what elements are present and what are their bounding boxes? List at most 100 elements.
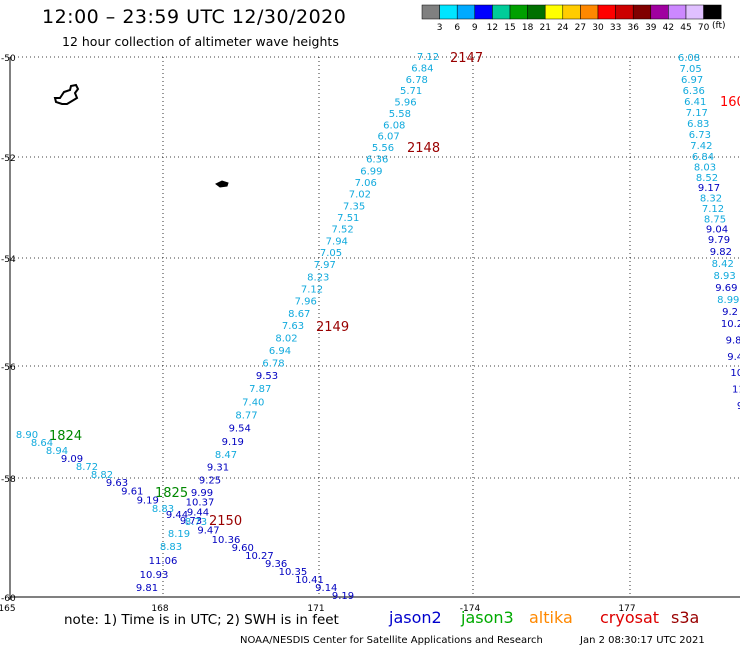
wave-height-track-160: 6.84 — [692, 152, 714, 163]
wave-height-track-2147: 9.53 — [256, 371, 278, 382]
latitude-label: -58 — [1, 475, 16, 485]
time-label-160: 160 — [720, 95, 740, 110]
wave-height-track-2147: 7.35 — [343, 201, 365, 212]
longitude-label: 171 — [307, 604, 324, 614]
wave-height-track-160: 9.4 — [727, 352, 740, 363]
wave-height-track-2147: 6.08 — [383, 120, 405, 131]
wave-height-track-2147: 6.07 — [377, 132, 399, 143]
wave-height-track-1824: 8.94 — [46, 446, 68, 457]
legend-swatch — [456, 4, 476, 20]
satellite-jason3: jason3 — [461, 608, 514, 627]
time-label-2150: 2150 — [209, 514, 242, 529]
wave-height-track-2147: 8.83 — [160, 542, 182, 553]
wave-height-track-2147: 7.63 — [282, 321, 304, 332]
satellite-s3a: s3a — [671, 608, 700, 627]
wave-height-track-2147: 8.67 — [288, 309, 310, 320]
legend-label: 24 — [557, 23, 569, 33]
wave-height-track-2147: 8.19 — [168, 529, 190, 540]
wave-height-track-2147: 7.40 — [242, 397, 264, 408]
wave-height-track-1824: 9.19 — [332, 591, 354, 602]
wave-height-track-160: 8.75 — [704, 214, 726, 225]
wave-height-track-160: 10.2 — [721, 319, 740, 330]
wave-height-track-1824: 8.82 — [91, 470, 113, 481]
wave-height-track-2147: 9.81 — [136, 583, 158, 594]
wave-height-track-2147: 6.78 — [262, 359, 284, 370]
legend-swatch — [650, 4, 669, 20]
legend-swatch — [492, 4, 511, 20]
land-outlines — [53, 83, 229, 188]
wave-height-track-2147: 9.54 — [229, 424, 251, 435]
wave-height-track-160: 9.2 — [722, 307, 738, 318]
wave-height-track-2147: 7.96 — [295, 297, 317, 308]
wave-height-track-2147: 10.93 — [140, 570, 169, 581]
legend-label: 9 — [472, 23, 478, 33]
wave-height-track-160: 6.73 — [689, 130, 711, 141]
legend-label: 15 — [504, 23, 515, 33]
wave-height-track-160: 8.42 — [712, 259, 734, 270]
time-label-1825: 1825 — [155, 486, 188, 501]
legend-label: 21 — [539, 23, 550, 33]
wave-height-track-160: 6.36 — [683, 86, 705, 97]
legend-swatch — [544, 4, 564, 20]
wave-height-track-160: 9.79 — [708, 235, 730, 246]
time-label-2148: 2148 — [407, 141, 440, 156]
wave-height-track-160: 7.12 — [702, 204, 724, 215]
latitude-label: -50 — [1, 54, 16, 64]
wave-height-track-2147: 9.25 — [199, 475, 221, 486]
latitude-label: -52 — [1, 154, 16, 164]
latitude-label: -60 — [1, 594, 16, 604]
wave-height-track-1824: 8.83 — [152, 504, 174, 515]
wave-height-track-160: 7.17 — [686, 108, 708, 119]
wave-height-track-2147: 10.37 — [186, 498, 215, 509]
satellite-cryosat: cryosat — [600, 608, 660, 627]
legend-swatch — [527, 4, 546, 20]
legend-label: 3 — [437, 23, 443, 33]
wave-height-track-2147: 7.94 — [326, 236, 348, 247]
wave-height-track-2147: 7.52 — [331, 225, 353, 236]
longitude-label: -174 — [460, 604, 481, 614]
longitude-label: 168 — [151, 604, 168, 614]
legend-label: 36 — [627, 23, 639, 33]
wave-height-track-1824: 10.36 — [212, 535, 241, 546]
legend-label: 12 — [487, 23, 498, 33]
wave-height-track-1824: 9.73 — [180, 516, 202, 527]
longitude-label: 165 — [0, 604, 16, 614]
wave-height-track-160: 6.97 — [681, 75, 703, 86]
footnote: note: 1) Time is in UTC; 2) SWH is in fe… — [64, 612, 339, 628]
longitude-label: 177 — [618, 604, 635, 614]
campbell-island-shape — [215, 180, 229, 188]
wave-height-track-1824: 9.44 — [166, 510, 188, 521]
wave-height-track-1824: 10.27 — [245, 551, 274, 562]
wave-height-track-2147: 5.56 — [372, 143, 394, 154]
wave-height-track-160: 10 — [730, 368, 740, 379]
wave-height-track-1824: 10.35 — [279, 567, 308, 578]
color-legend: 3 6 9 12 15 18 21 24 27 30 33 36 39 42 45 70 — [421, 4, 722, 33]
wave-height-track-2147: 7.87 — [249, 384, 271, 395]
legend-swatch — [439, 4, 458, 20]
wave-height-track-160: 11 — [732, 385, 740, 396]
legend-label: 45 — [680, 23, 691, 33]
page-title: 12:00 – 23:59 UTC 12/30/2020 — [42, 6, 347, 28]
wave-height-track-2147: 7.12 — [301, 285, 323, 296]
legend-swatch — [703, 4, 722, 20]
wave-height-track-2147: 7.06 — [355, 178, 377, 189]
wave-height-track-1824: 10.41 — [295, 575, 324, 586]
wave-height-track-160: 9.82 — [710, 247, 732, 258]
wave-height-track-2147: 7.51 — [337, 213, 359, 224]
wave-height-track-2147: 7.05 — [320, 248, 342, 259]
wave-height-track-2147: 8.77 — [235, 411, 257, 422]
latitude-label: -54 — [1, 255, 16, 265]
wave-height-track-160: 9.17 — [698, 183, 720, 194]
wave-height-track-1824: 9.14 — [315, 583, 337, 594]
legend-label: 70 — [698, 23, 710, 33]
wave-height-track-1824: 8.90 — [16, 430, 38, 441]
wave-height-track-2147: 6.99 — [360, 166, 382, 177]
wave-height-track-160: 6.83 — [687, 119, 709, 130]
legend-swatch — [509, 4, 528, 20]
credit-line: NOAA/NESDIS Center for Satellite Applica… — [240, 635, 543, 646]
legend-label: 6 — [454, 23, 460, 33]
wave-height-track-2147: 8.02 — [275, 334, 297, 345]
satellite-altika: altika — [529, 608, 573, 627]
